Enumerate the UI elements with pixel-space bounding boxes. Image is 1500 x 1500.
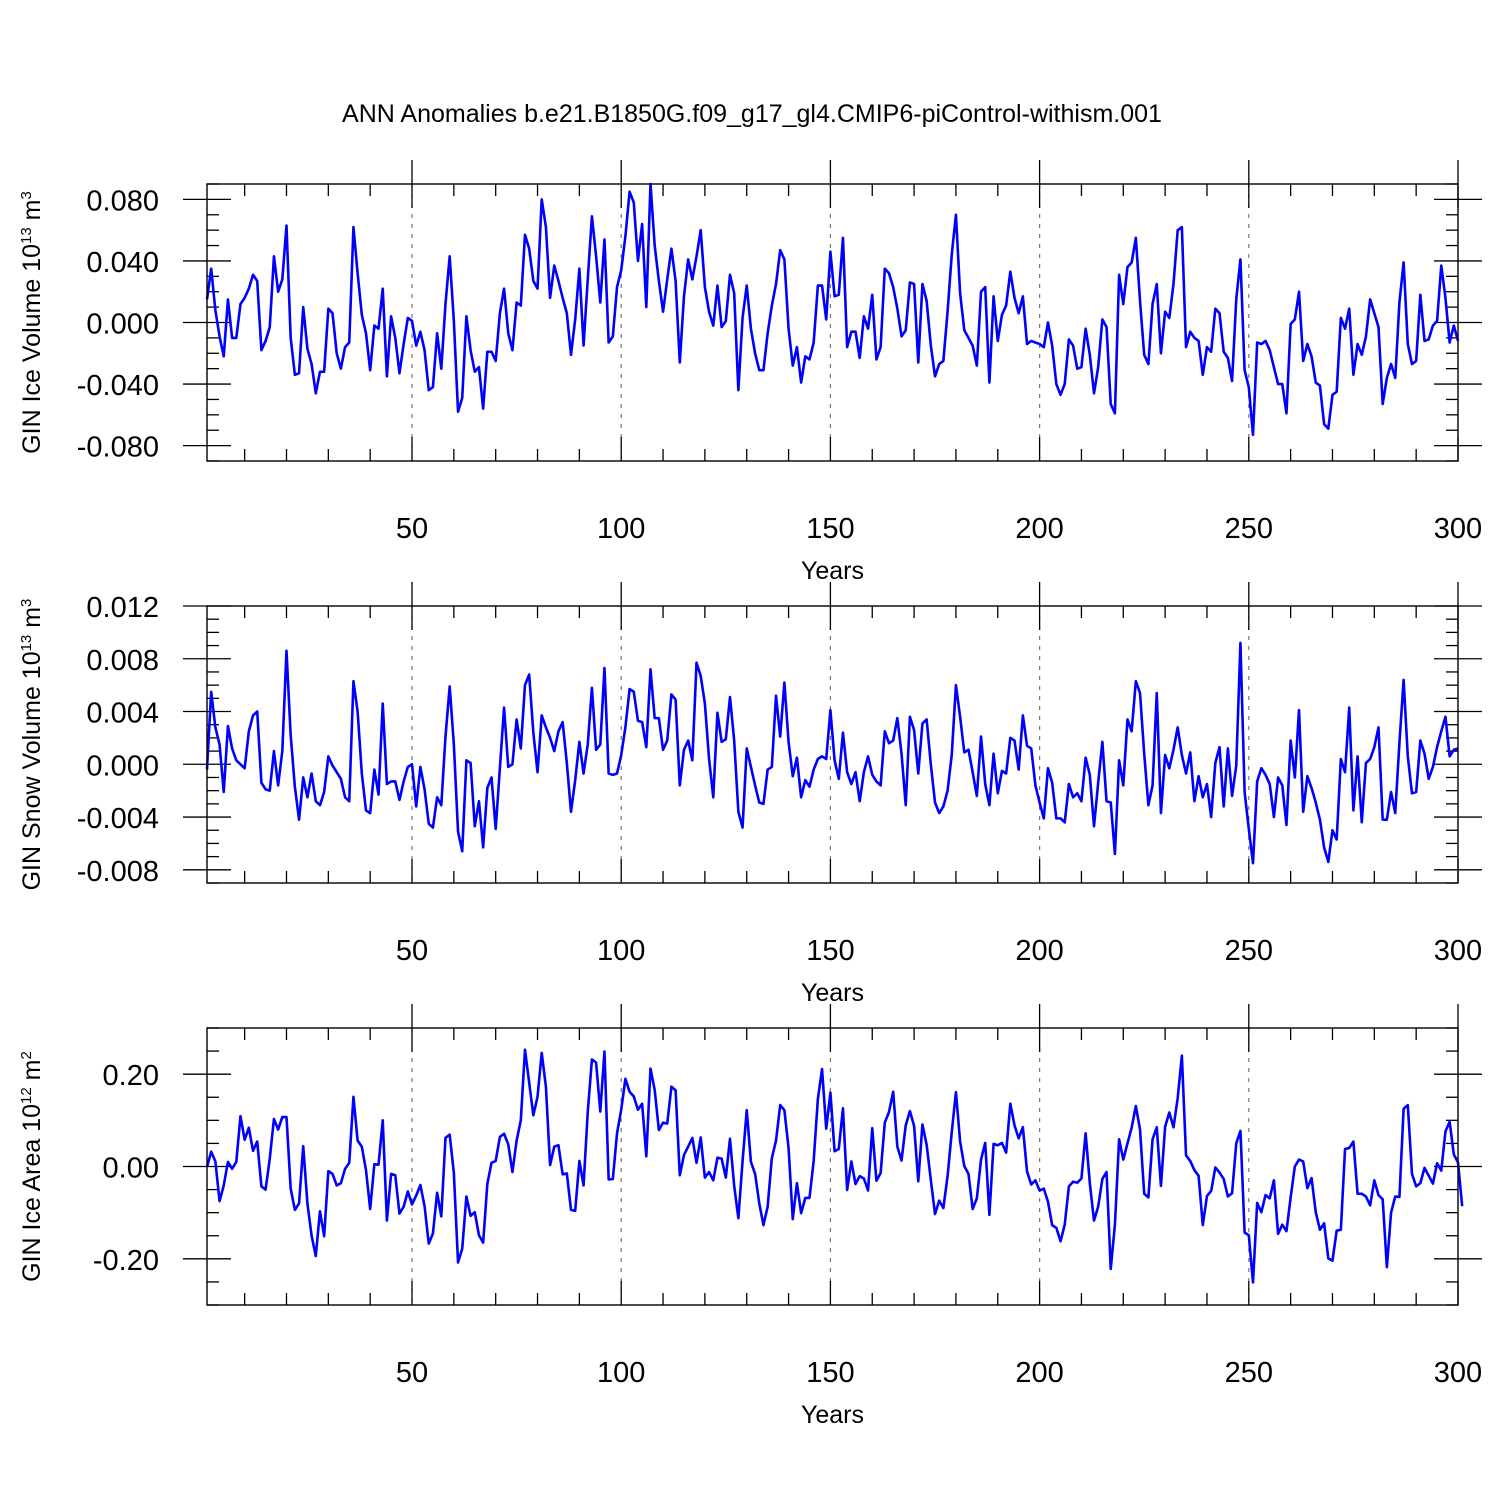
y-tick-label: -0.004 bbox=[77, 803, 159, 835]
y-axis-label-part: GIN Snow Volume 10 bbox=[18, 651, 46, 890]
y-tick-label: 0.008 bbox=[86, 645, 159, 677]
x-tick-label: 150 bbox=[806, 1357, 854, 1389]
y-tick-label: -0.20 bbox=[93, 1245, 159, 1277]
x-tick-label: 300 bbox=[1434, 1357, 1482, 1389]
x-tick-label: 50 bbox=[396, 513, 428, 545]
panel-2: -0.008 -0.004 0.000 0.004 0.008 0.012 50 100 150… bbox=[18, 582, 1482, 1007]
y-tick-label: -0.080 bbox=[77, 432, 159, 464]
x-tick-label: 250 bbox=[1225, 1357, 1273, 1389]
x-axis-label: Years bbox=[801, 557, 864, 585]
x-tick-label: 200 bbox=[1015, 1357, 1063, 1389]
y-axis-label-superscript: 3 bbox=[18, 191, 35, 199]
x-tick-label: 100 bbox=[597, 1357, 645, 1389]
x-tick-label: 300 bbox=[1434, 513, 1482, 545]
y-axis-label-part: m bbox=[18, 200, 46, 228]
x-axis-label: Years bbox=[801, 979, 864, 1007]
x-tick-label: 150 bbox=[806, 935, 854, 967]
y-axis-label-part: m bbox=[18, 607, 46, 635]
chart-title: ANN Anomalies b.e21.B1850G.f09_g17_gl4.C… bbox=[342, 100, 1162, 128]
plot-frame bbox=[206, 1027, 1459, 1306]
y-tick-label: 0.080 bbox=[86, 185, 159, 217]
x-tick-label: 100 bbox=[597, 513, 645, 545]
y-tick-label: 0.012 bbox=[86, 592, 159, 624]
y-axis-label-superscript: 13 bbox=[18, 227, 35, 244]
x-tick-label: 250 bbox=[1225, 935, 1273, 967]
series-line bbox=[205, 641, 1459, 865]
y-axis-label-part: GIN Ice Volume 10 bbox=[18, 244, 46, 454]
panel-3: -0.20 0.00 0.20 50 100 150 200 250 300 Years GIN I… bbox=[18, 1004, 1482, 1429]
x-tick-label: 300 bbox=[1434, 935, 1482, 967]
y-axis-label-superscript: 2 bbox=[18, 1051, 35, 1059]
y-tick-label: 0.000 bbox=[86, 750, 159, 782]
x-tick-label: 100 bbox=[597, 935, 645, 967]
x-tick-label: 50 bbox=[396, 1357, 428, 1389]
y-tick-label: 0.00 bbox=[103, 1153, 159, 1185]
x-tick-label: 250 bbox=[1225, 513, 1273, 545]
plot-frame bbox=[206, 605, 1459, 884]
series-line bbox=[205, 1048, 1464, 1284]
y-axis-label-superscript: 3 bbox=[18, 599, 35, 607]
y-tick-label: 0.040 bbox=[86, 247, 159, 279]
x-tick-label: 200 bbox=[1015, 935, 1063, 967]
y-tick-label: 0.20 bbox=[103, 1060, 159, 1092]
y-axis-label-part: m bbox=[18, 1060, 46, 1088]
y-axis-label: GIN Snow Volume 1013 m3 bbox=[18, 599, 46, 891]
y-axis-label: GIN Ice Area 1012 m2 bbox=[18, 1051, 46, 1282]
y-axis-label-superscript: 12 bbox=[18, 1087, 35, 1104]
series-line bbox=[205, 182, 1460, 437]
plot-frame bbox=[206, 183, 1459, 462]
y-axis-label-part: GIN Ice Area 10 bbox=[18, 1104, 46, 1282]
x-tick-label: 150 bbox=[806, 513, 854, 545]
y-tick-label: 0.000 bbox=[86, 309, 159, 341]
y-tick-label: -0.008 bbox=[77, 856, 159, 888]
y-axis-label-superscript: 13 bbox=[18, 635, 35, 652]
x-tick-label: 200 bbox=[1015, 513, 1063, 545]
panel-1: -0.080 -0.040 0.000 0.040 0.080 50 100 150 200 25… bbox=[18, 160, 1482, 585]
y-tick-label: -0.040 bbox=[77, 370, 159, 402]
y-tick-label: 0.004 bbox=[86, 698, 159, 730]
y-axis-label: GIN Ice Volume 1013 m3 bbox=[18, 191, 46, 454]
x-axis-label: Years bbox=[801, 1401, 864, 1429]
x-tick-label: 50 bbox=[396, 935, 428, 967]
